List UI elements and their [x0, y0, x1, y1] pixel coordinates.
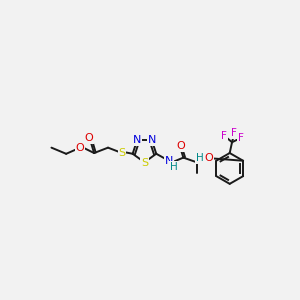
Text: N: N [133, 135, 141, 145]
Text: F: F [221, 131, 227, 141]
Text: O: O [76, 143, 85, 153]
Text: O: O [176, 141, 184, 151]
Text: S: S [141, 158, 148, 168]
Text: N: N [165, 157, 174, 166]
Text: N: N [148, 135, 156, 145]
Text: F: F [238, 133, 244, 142]
Text: O: O [84, 134, 93, 143]
Text: O: O [205, 153, 213, 164]
Text: F: F [231, 128, 236, 138]
Text: H: H [196, 153, 203, 164]
Text: S: S [118, 148, 125, 158]
Text: H: H [170, 162, 178, 172]
